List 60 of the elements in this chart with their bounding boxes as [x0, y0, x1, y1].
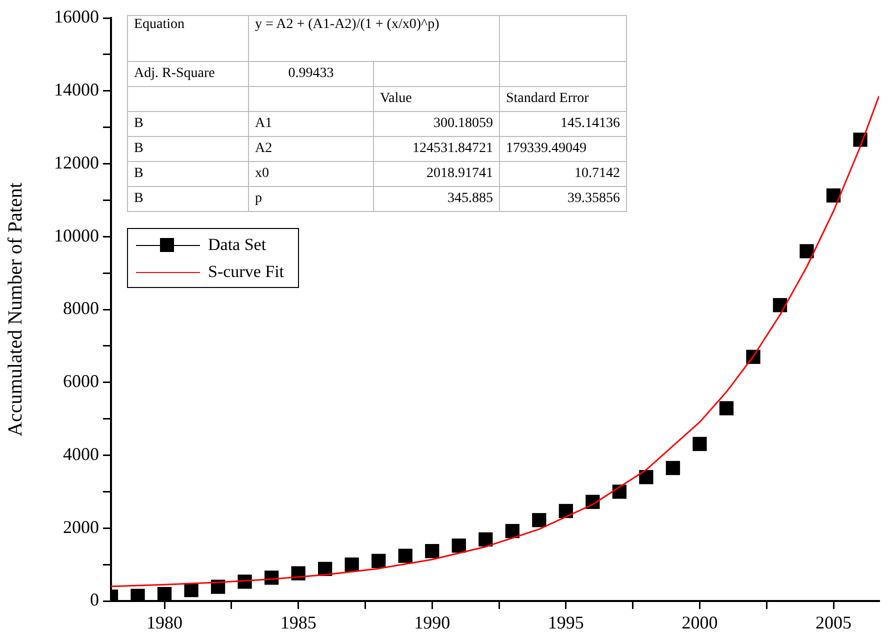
annotation: 179339.49049 [500, 136, 626, 162]
x-tick-label: 2005 [816, 612, 852, 633]
point [398, 548, 412, 563]
point [425, 544, 440, 558]
point [184, 582, 198, 598]
x-tick-label: 1985 [280, 612, 316, 633]
annotation: p [248, 186, 374, 212]
y-tick-label: 16000 [54, 6, 99, 27]
annotation: Standard Error [500, 86, 626, 112]
y-tick-label: 10000 [54, 225, 99, 246]
point [692, 436, 707, 452]
point [719, 401, 734, 416]
x-tick-label: 1980 [146, 612, 183, 633]
legend-label: S-curve Fit [208, 262, 284, 282]
y-tick-label: 0 [90, 590, 99, 610]
point [826, 188, 841, 203]
legend-label: Data Set [208, 234, 266, 254]
annotation: B [128, 162, 248, 186]
point [478, 532, 493, 546]
point [612, 484, 627, 499]
x-tick-label: 2000 [682, 612, 718, 633]
point [452, 538, 466, 553]
point [532, 513, 546, 528]
y-tick-label: 6000 [63, 371, 99, 392]
point [157, 587, 172, 601]
point [505, 524, 520, 538]
point [666, 460, 680, 476]
annotation: A2 [248, 136, 374, 162]
annotation: B [128, 186, 248, 212]
y-axis-title: Accumulated Number of Patent [4, 182, 26, 436]
y-tick-label: 14000 [54, 80, 99, 100]
annotation: 39.35856 [500, 186, 626, 212]
annotation: 0.99433 [248, 62, 374, 86]
annotation: 300.18059 [374, 112, 500, 136]
y-tick-label: 8000 [63, 298, 99, 318]
point [558, 504, 573, 518]
annotation: Adj. R-Square [128, 62, 248, 86]
y-tick-label: 4000 [63, 444, 99, 464]
annotation: A1 [248, 112, 374, 136]
point [344, 557, 359, 572]
point [639, 470, 654, 484]
x-tick-label: 1990 [414, 612, 450, 633]
annotation: B [128, 112, 248, 136]
point [800, 244, 814, 258]
annotation: 145.14136 [500, 112, 626, 136]
annotation: 345.885 [374, 186, 500, 212]
annotation: B [128, 136, 248, 162]
point [772, 298, 788, 312]
y-tick-label: 12000 [54, 152, 99, 172]
annotation: 124531.84721 [374, 136, 500, 162]
annotation: 2018.91741 [374, 162, 500, 186]
annotation: Equation [128, 16, 248, 62]
y-tick-label: 2000 [63, 516, 99, 537]
annotation: y = A2 + (A1-A2)/(1 + (x/x0)^p) [248, 16, 500, 62]
annotation: x0 [248, 162, 374, 186]
x-tick-label: 1995 [548, 612, 584, 633]
point [372, 554, 386, 568]
annotation: 10.7142 [500, 162, 626, 186]
annotation: Value [374, 86, 500, 112]
point [130, 588, 145, 601]
